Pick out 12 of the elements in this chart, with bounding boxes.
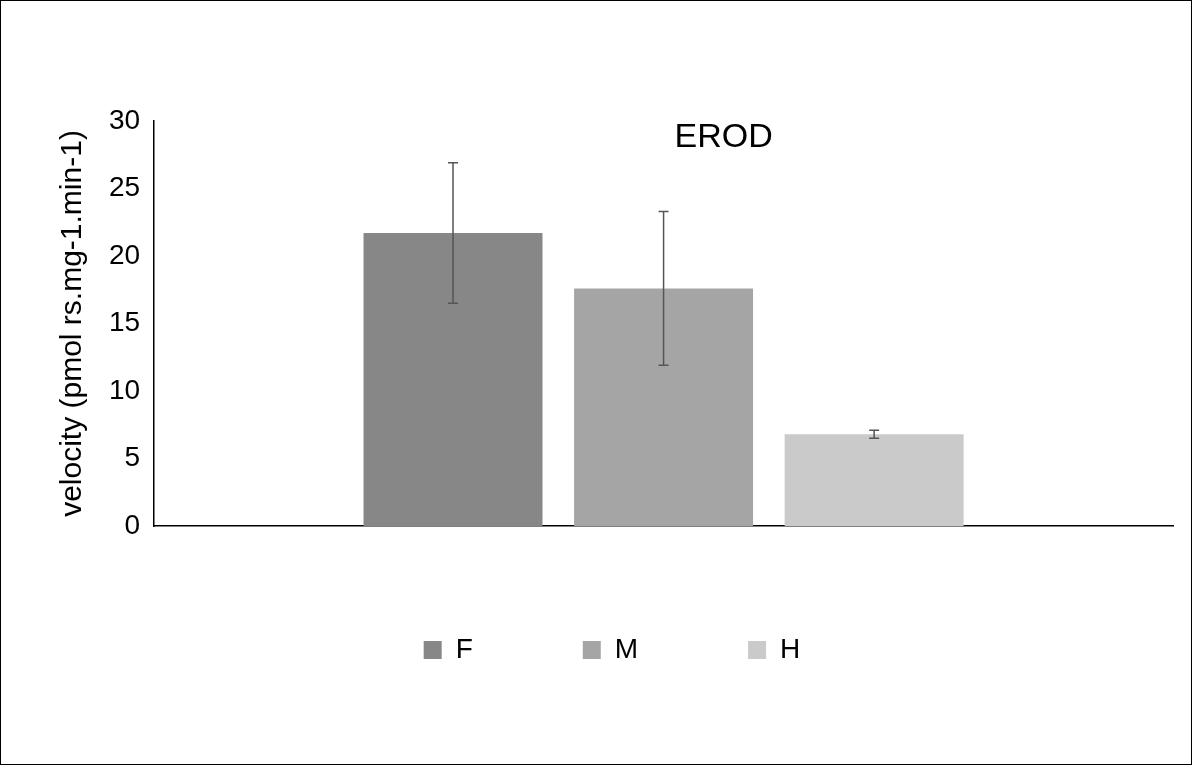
chart-title: EROD [674,116,773,155]
legend-label: F [455,632,473,664]
legend-label: H [780,632,801,664]
y-tick-label: 25 [108,171,141,203]
y-tick-label: 10 [108,373,141,405]
y-tick-label: 0 [124,508,141,540]
y-axis-title: velocity (pmol rs.mg-1.min-1) [54,130,88,517]
y-tick-label: 15 [108,306,141,338]
y-tick-label: 5 [124,441,141,473]
legend-label: M [614,632,639,664]
y-tick-label: 30 [108,103,141,135]
y-tick-label: 20 [108,238,141,270]
